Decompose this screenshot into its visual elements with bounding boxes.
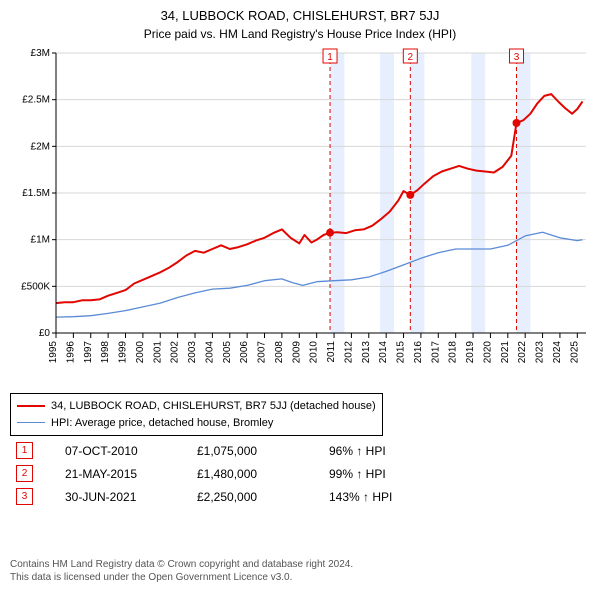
footer-line-2: This data is licensed under the Open Gov… (10, 572, 353, 585)
sale-date: 07-OCT-2010 (65, 444, 175, 458)
legend-label: HPI: Average price, detached house, Brom… (51, 415, 273, 432)
sale-date: 30-JUN-2021 (65, 490, 175, 504)
sale-marker-icon: 1 (16, 442, 33, 459)
svg-text:1997: 1997 (83, 341, 94, 364)
svg-text:2007: 2007 (257, 341, 268, 364)
sale-row: 3 30-JUN-2021 £2,250,000 143% ↑ HPI (10, 488, 590, 505)
svg-text:2015: 2015 (396, 341, 407, 364)
sale-hpi: 99% ↑ HPI (329, 467, 386, 481)
chart-legend: 34, LUBBOCK ROAD, CHISLEHURST, BR7 5JJ (… (10, 393, 383, 436)
legend-item: HPI: Average price, detached house, Brom… (17, 415, 376, 432)
sale-row: 1 07-OCT-2010 £1,075,000 96% ↑ HPI (10, 442, 590, 459)
svg-text:2025: 2025 (569, 341, 580, 364)
legend-swatch (17, 422, 45, 423)
sale-hpi: 143% ↑ HPI (329, 490, 392, 504)
footer-line-1: Contains HM Land Registry data © Crown c… (10, 559, 353, 572)
svg-text:2022: 2022 (517, 341, 528, 364)
svg-text:2009: 2009 (291, 341, 302, 364)
svg-text:2002: 2002 (170, 341, 181, 364)
legend-item: 34, LUBBOCK ROAD, CHISLEHURST, BR7 5JJ (… (17, 398, 376, 415)
svg-text:2: 2 (408, 52, 414, 63)
svg-text:3: 3 (514, 52, 520, 63)
svg-text:2008: 2008 (274, 341, 285, 364)
svg-text:1999: 1999 (118, 341, 129, 364)
price-chart: £0 £500K £1M £1.5M £2M £2.5M £3M 1995 1996 1997 19… (10, 47, 590, 387)
sale-marker-icon: 3 (16, 488, 33, 505)
svg-text:2013: 2013 (361, 341, 372, 364)
svg-text:1: 1 (327, 52, 333, 63)
sale-events: 1 07-OCT-2010 £1,075,000 96% ↑ HPI 2 21-MAY-2… (10, 442, 590, 505)
sale-hpi: 96% ↑ HPI (329, 444, 386, 458)
chart-title-sub: Price paid vs. HM Land Registry's House … (10, 27, 590, 41)
svg-text:£1.5M: £1.5M (22, 188, 50, 199)
sale-price: £1,075,000 (197, 444, 307, 458)
svg-text:2010: 2010 (309, 341, 320, 364)
svg-text:£2.5M: £2.5M (22, 95, 50, 106)
svg-text:2019: 2019 (465, 341, 476, 364)
svg-text:2006: 2006 (239, 341, 250, 364)
svg-text:1996: 1996 (65, 341, 76, 364)
sale-date: 21-MAY-2015 (65, 467, 175, 481)
sale-price: £2,250,000 (197, 490, 307, 504)
legend-swatch (17, 405, 45, 407)
svg-text:£2M: £2M (31, 141, 50, 152)
svg-text:2000: 2000 (135, 341, 146, 364)
svg-text:2023: 2023 (535, 341, 546, 364)
legend-label: 34, LUBBOCK ROAD, CHISLEHURST, BR7 5JJ (… (51, 398, 376, 415)
svg-text:2016: 2016 (413, 341, 424, 364)
sale-marker-icon: 2 (16, 465, 33, 482)
attribution-footer: Contains HM Land Registry data © Crown c… (10, 559, 353, 584)
svg-text:2003: 2003 (187, 341, 198, 364)
svg-text:2018: 2018 (448, 341, 459, 364)
svg-text:2014: 2014 (378, 341, 389, 364)
svg-text:2004: 2004 (204, 341, 215, 364)
svg-text:£1M: £1M (31, 235, 50, 246)
svg-text:2021: 2021 (500, 341, 511, 364)
svg-text:2012: 2012 (343, 341, 354, 364)
svg-text:2011: 2011 (326, 341, 337, 363)
svg-text:£0: £0 (39, 328, 51, 339)
svg-text:2020: 2020 (482, 341, 493, 364)
svg-text:1998: 1998 (100, 341, 111, 364)
svg-text:2001: 2001 (152, 341, 163, 364)
svg-text:1995: 1995 (48, 341, 59, 364)
chart-title-address: 34, LUBBOCK ROAD, CHISLEHURST, BR7 5JJ (10, 8, 590, 23)
sale-price: £1,480,000 (197, 467, 307, 481)
svg-text:2005: 2005 (222, 341, 233, 364)
svg-text:2017: 2017 (430, 341, 441, 364)
chart-area: £0 £500K £1M £1.5M £2M £2.5M £3M 1995 1996 1997 19… (10, 47, 590, 387)
svg-text:£500K: £500K (21, 281, 50, 292)
svg-text:2024: 2024 (552, 341, 563, 364)
svg-text:£3M: £3M (31, 48, 50, 59)
sale-row: 2 21-MAY-2015 £1,480,000 99% ↑ HPI (10, 465, 590, 482)
